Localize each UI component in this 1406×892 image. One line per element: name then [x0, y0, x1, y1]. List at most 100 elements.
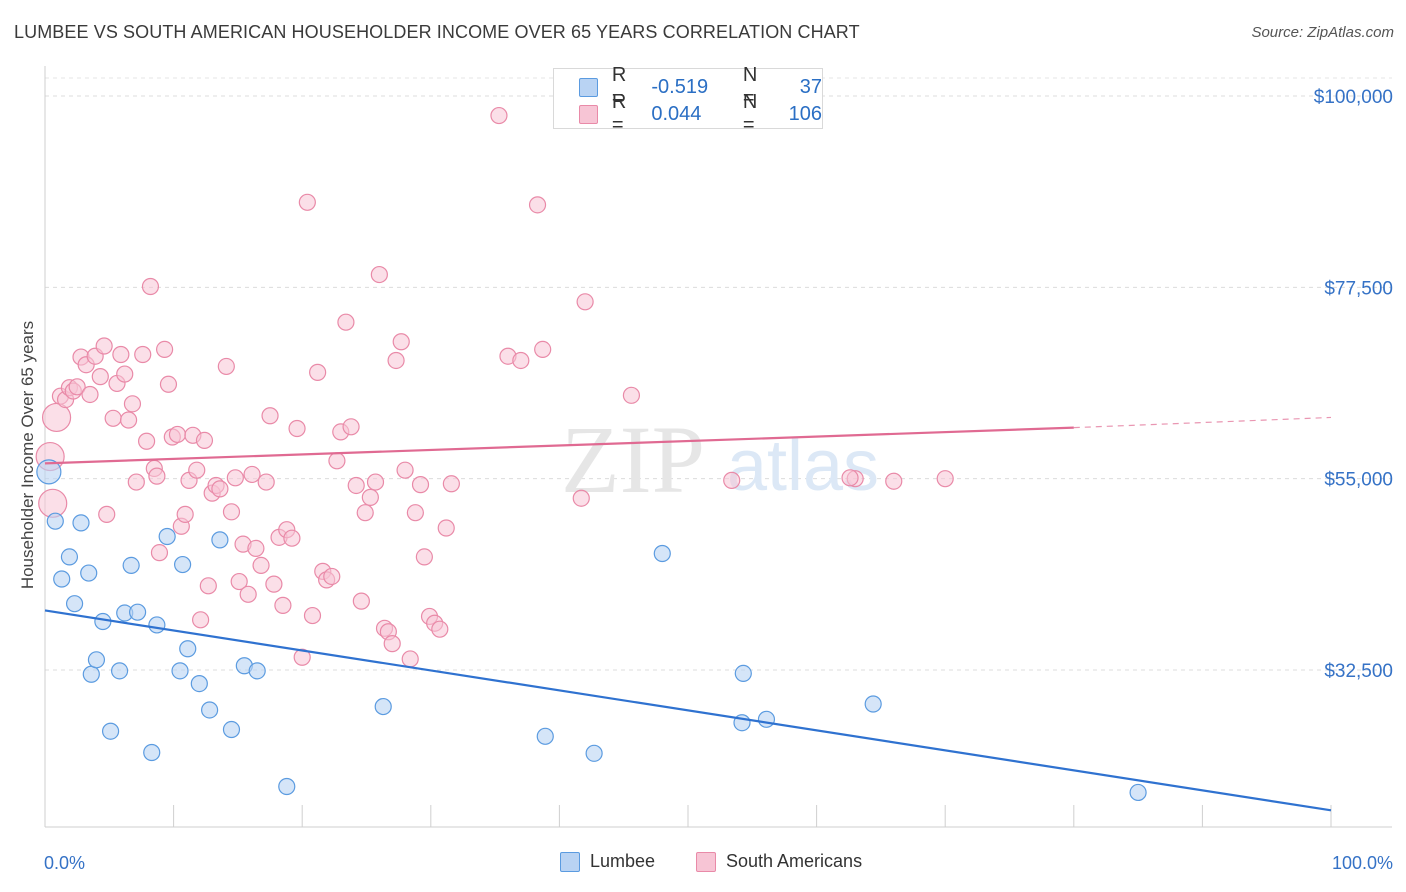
- lumbee-point: [158, 527, 176, 546]
- south-americans-trend-extension: [1073, 416, 1332, 429]
- south-americans-point: [159, 375, 178, 393]
- lumbee-point: [374, 697, 392, 716]
- lumbee-point: [757, 710, 776, 728]
- south-americans-point: [81, 385, 99, 404]
- tick-labels: $32,500 $55,000 $77,500 $100,000 0.0% 100.0%: [44, 87, 1393, 873]
- south-americans-point: [512, 351, 530, 370]
- south-americans-point: [406, 504, 424, 522]
- south-americans-point: [104, 409, 122, 427]
- south-americans-point: [490, 106, 508, 125]
- south-americans-point: [239, 585, 257, 603]
- lumbee-point: [82, 665, 100, 683]
- lumbee-point: [278, 777, 296, 796]
- lumbee-point: [46, 512, 64, 530]
- south-americans-point: [91, 368, 109, 386]
- lumbee-point: [179, 640, 197, 658]
- lumbee-point: [536, 727, 554, 745]
- south-americans-point: [293, 648, 311, 666]
- legend-row-south-americans: R = 0.044 N = 106: [554, 91, 822, 136]
- south-americans-points: [35, 78, 954, 668]
- south-americans-point: [222, 503, 241, 521]
- lumbee-point: [94, 612, 112, 631]
- south-americans-point: [622, 386, 641, 404]
- south-americans-point: [192, 611, 210, 629]
- south-americans-point: [366, 473, 385, 491]
- lumbee-point: [87, 651, 106, 669]
- south-americans-point: [98, 505, 116, 523]
- south-americans-point: [841, 469, 859, 487]
- lumbee-point: [864, 695, 882, 713]
- south-americans-point: [356, 504, 374, 522]
- legend-row-lumbee: R = -0.519 N = 37: [554, 64, 822, 109]
- south-americans-point: [141, 277, 160, 296]
- south-americans-point: [534, 340, 552, 359]
- south-americans-point: [323, 567, 341, 586]
- lumbee-point: [143, 743, 161, 762]
- lumbee-point: [110, 662, 129, 680]
- south-americans-point: [252, 556, 270, 575]
- south-americans-point: [576, 293, 594, 311]
- south-americans-point: [885, 472, 903, 490]
- south-n-value: 106: [788, 102, 822, 125]
- lumbee-point: [222, 720, 241, 739]
- south-r-label: R =: [611, 91, 627, 136]
- south-americans-point: [572, 489, 590, 507]
- south-americans-swatch: [579, 104, 598, 124]
- south-n-label: N =: [742, 91, 758, 136]
- lumbee-point: [1129, 783, 1147, 802]
- lumbee-point: [653, 544, 671, 563]
- south-americans-point: [155, 340, 174, 359]
- south-americans-point: [211, 480, 229, 498]
- lumbee-point: [72, 514, 90, 532]
- south-americans-point: [347, 476, 365, 495]
- lumbee-point: [53, 570, 71, 588]
- legend-item-lumbee[interactable]: Lumbee: [560, 851, 655, 872]
- south-americans-point: [401, 650, 419, 668]
- lumbee-point: [65, 595, 84, 613]
- lumbee-r-label: R =: [611, 64, 627, 109]
- lumbee-trend-line: [44, 609, 1332, 812]
- lumbee-point: [201, 701, 219, 719]
- lumbee-point: [585, 744, 603, 762]
- south-americans-point: [199, 577, 217, 595]
- lumbee-point: [211, 531, 229, 549]
- south-americans-point: [112, 345, 130, 364]
- lumbee-point: [248, 662, 266, 680]
- correlation-legend: R = -0.519 N = 37 R = 0.044 N = 106: [553, 64, 823, 136]
- lumbee-points: [36, 459, 1147, 802]
- lumbee-legend-label: Lumbee: [590, 851, 656, 871]
- south-americans-point: [257, 473, 275, 491]
- south-americans-point: [226, 469, 244, 487]
- south-americans-legend-swatch: [696, 851, 716, 872]
- south-americans-trend-line: [44, 426, 1074, 465]
- south-americans-point: [137, 432, 156, 450]
- axes: [44, 66, 1392, 828]
- south-americans-point: [168, 425, 187, 444]
- lumbee-point: [171, 662, 189, 680]
- lumbee-point: [174, 555, 192, 574]
- trend-lines: [44, 416, 1332, 812]
- south-americans-point: [176, 505, 194, 523]
- x-tick-label-min: 0.0%: [44, 853, 85, 873]
- y-tick-label-3: $100,000: [1314, 87, 1393, 108]
- lumbee-point: [734, 664, 752, 683]
- south-americans-point: [352, 592, 370, 610]
- south-americans-point: [328, 452, 346, 470]
- south-americans-point: [195, 431, 214, 449]
- south-americans-point: [123, 395, 142, 413]
- lumbee-point: [128, 603, 147, 621]
- south-americans-point: [188, 461, 206, 479]
- lumbee-point: [101, 722, 120, 740]
- south-r-value: 0.044: [651, 102, 702, 125]
- south-americans-point: [303, 606, 322, 625]
- lumbee-point: [122, 556, 140, 575]
- lumbee-point: [60, 548, 79, 566]
- south-americans-point: [150, 544, 169, 562]
- south-americans-point: [217, 357, 235, 376]
- chart-title: LUMBEE VS SOUTH AMERICAN HOUSEHOLDER INC…: [14, 22, 860, 42]
- south-americans-point: [387, 351, 405, 370]
- south-americans-point: [431, 620, 449, 638]
- south-americans-point: [288, 419, 306, 438]
- legend-item-south-americans[interactable]: South Americans: [696, 851, 862, 872]
- south-americans-point: [119, 411, 138, 429]
